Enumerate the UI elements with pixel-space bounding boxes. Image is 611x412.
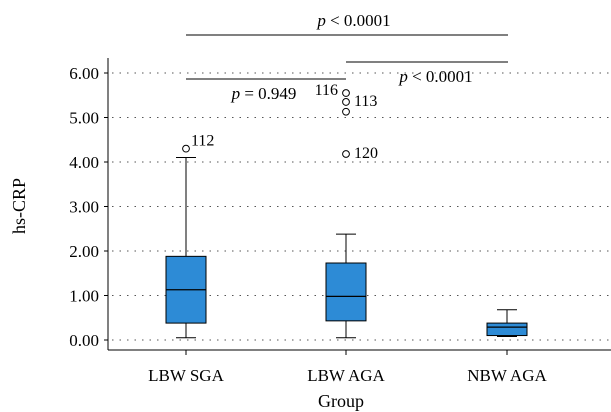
- y-tick-label: 2.00: [69, 242, 99, 261]
- y-tick-label: 3.00: [69, 198, 99, 217]
- outlier-label: 120: [354, 145, 378, 162]
- box-lbw-aga: [325, 233, 367, 339]
- y-axis-title: hs-CRP: [9, 178, 29, 234]
- outlier-point: [342, 150, 350, 158]
- outlier-point: [342, 107, 350, 116]
- outlier-layer: 112 116 113 120: [182, 82, 378, 162]
- outlier-point: [182, 144, 190, 153]
- x-tick-label: NBW AGA: [467, 366, 547, 385]
- y-tick-label: 1.00: [69, 287, 99, 306]
- iqr-box: [325, 262, 367, 322]
- p-value-label: p < 0.0001: [398, 67, 472, 86]
- outlier-point: [342, 98, 350, 106]
- x-axis-title: Group: [318, 391, 364, 411]
- y-tick-label: 6.00: [69, 64, 99, 83]
- annotation-layer: p < 0.0001 p = 0.949 p < 0.0001: [186, 11, 508, 103]
- x-tick-label: LBW AGA: [307, 366, 385, 385]
- outlier-label: 112: [191, 133, 214, 150]
- axis-layer: 0.00 1.00 2.00 3.00 4.00 5.00 6.00 LBW SGA LBW A…: [69, 58, 611, 385]
- p-value-label: p = 0.949: [231, 84, 297, 103]
- box-lbw-sga: [165, 157, 207, 339]
- y-tick-label: 4.00: [69, 153, 99, 172]
- outlier-point: [342, 89, 350, 97]
- x-tick-label: LBW SGA: [148, 366, 224, 385]
- y-tick-label: 0.00: [69, 331, 99, 350]
- box-nbw-aga: [486, 309, 528, 337]
- p-value-label: p < 0.0001: [316, 11, 390, 30]
- iqr-box: [486, 322, 528, 337]
- box-layer: [165, 157, 528, 339]
- y-tick-label: 5.00: [69, 109, 99, 128]
- outlier-label: 113: [354, 93, 377, 110]
- outlier-label: 116: [315, 82, 338, 99]
